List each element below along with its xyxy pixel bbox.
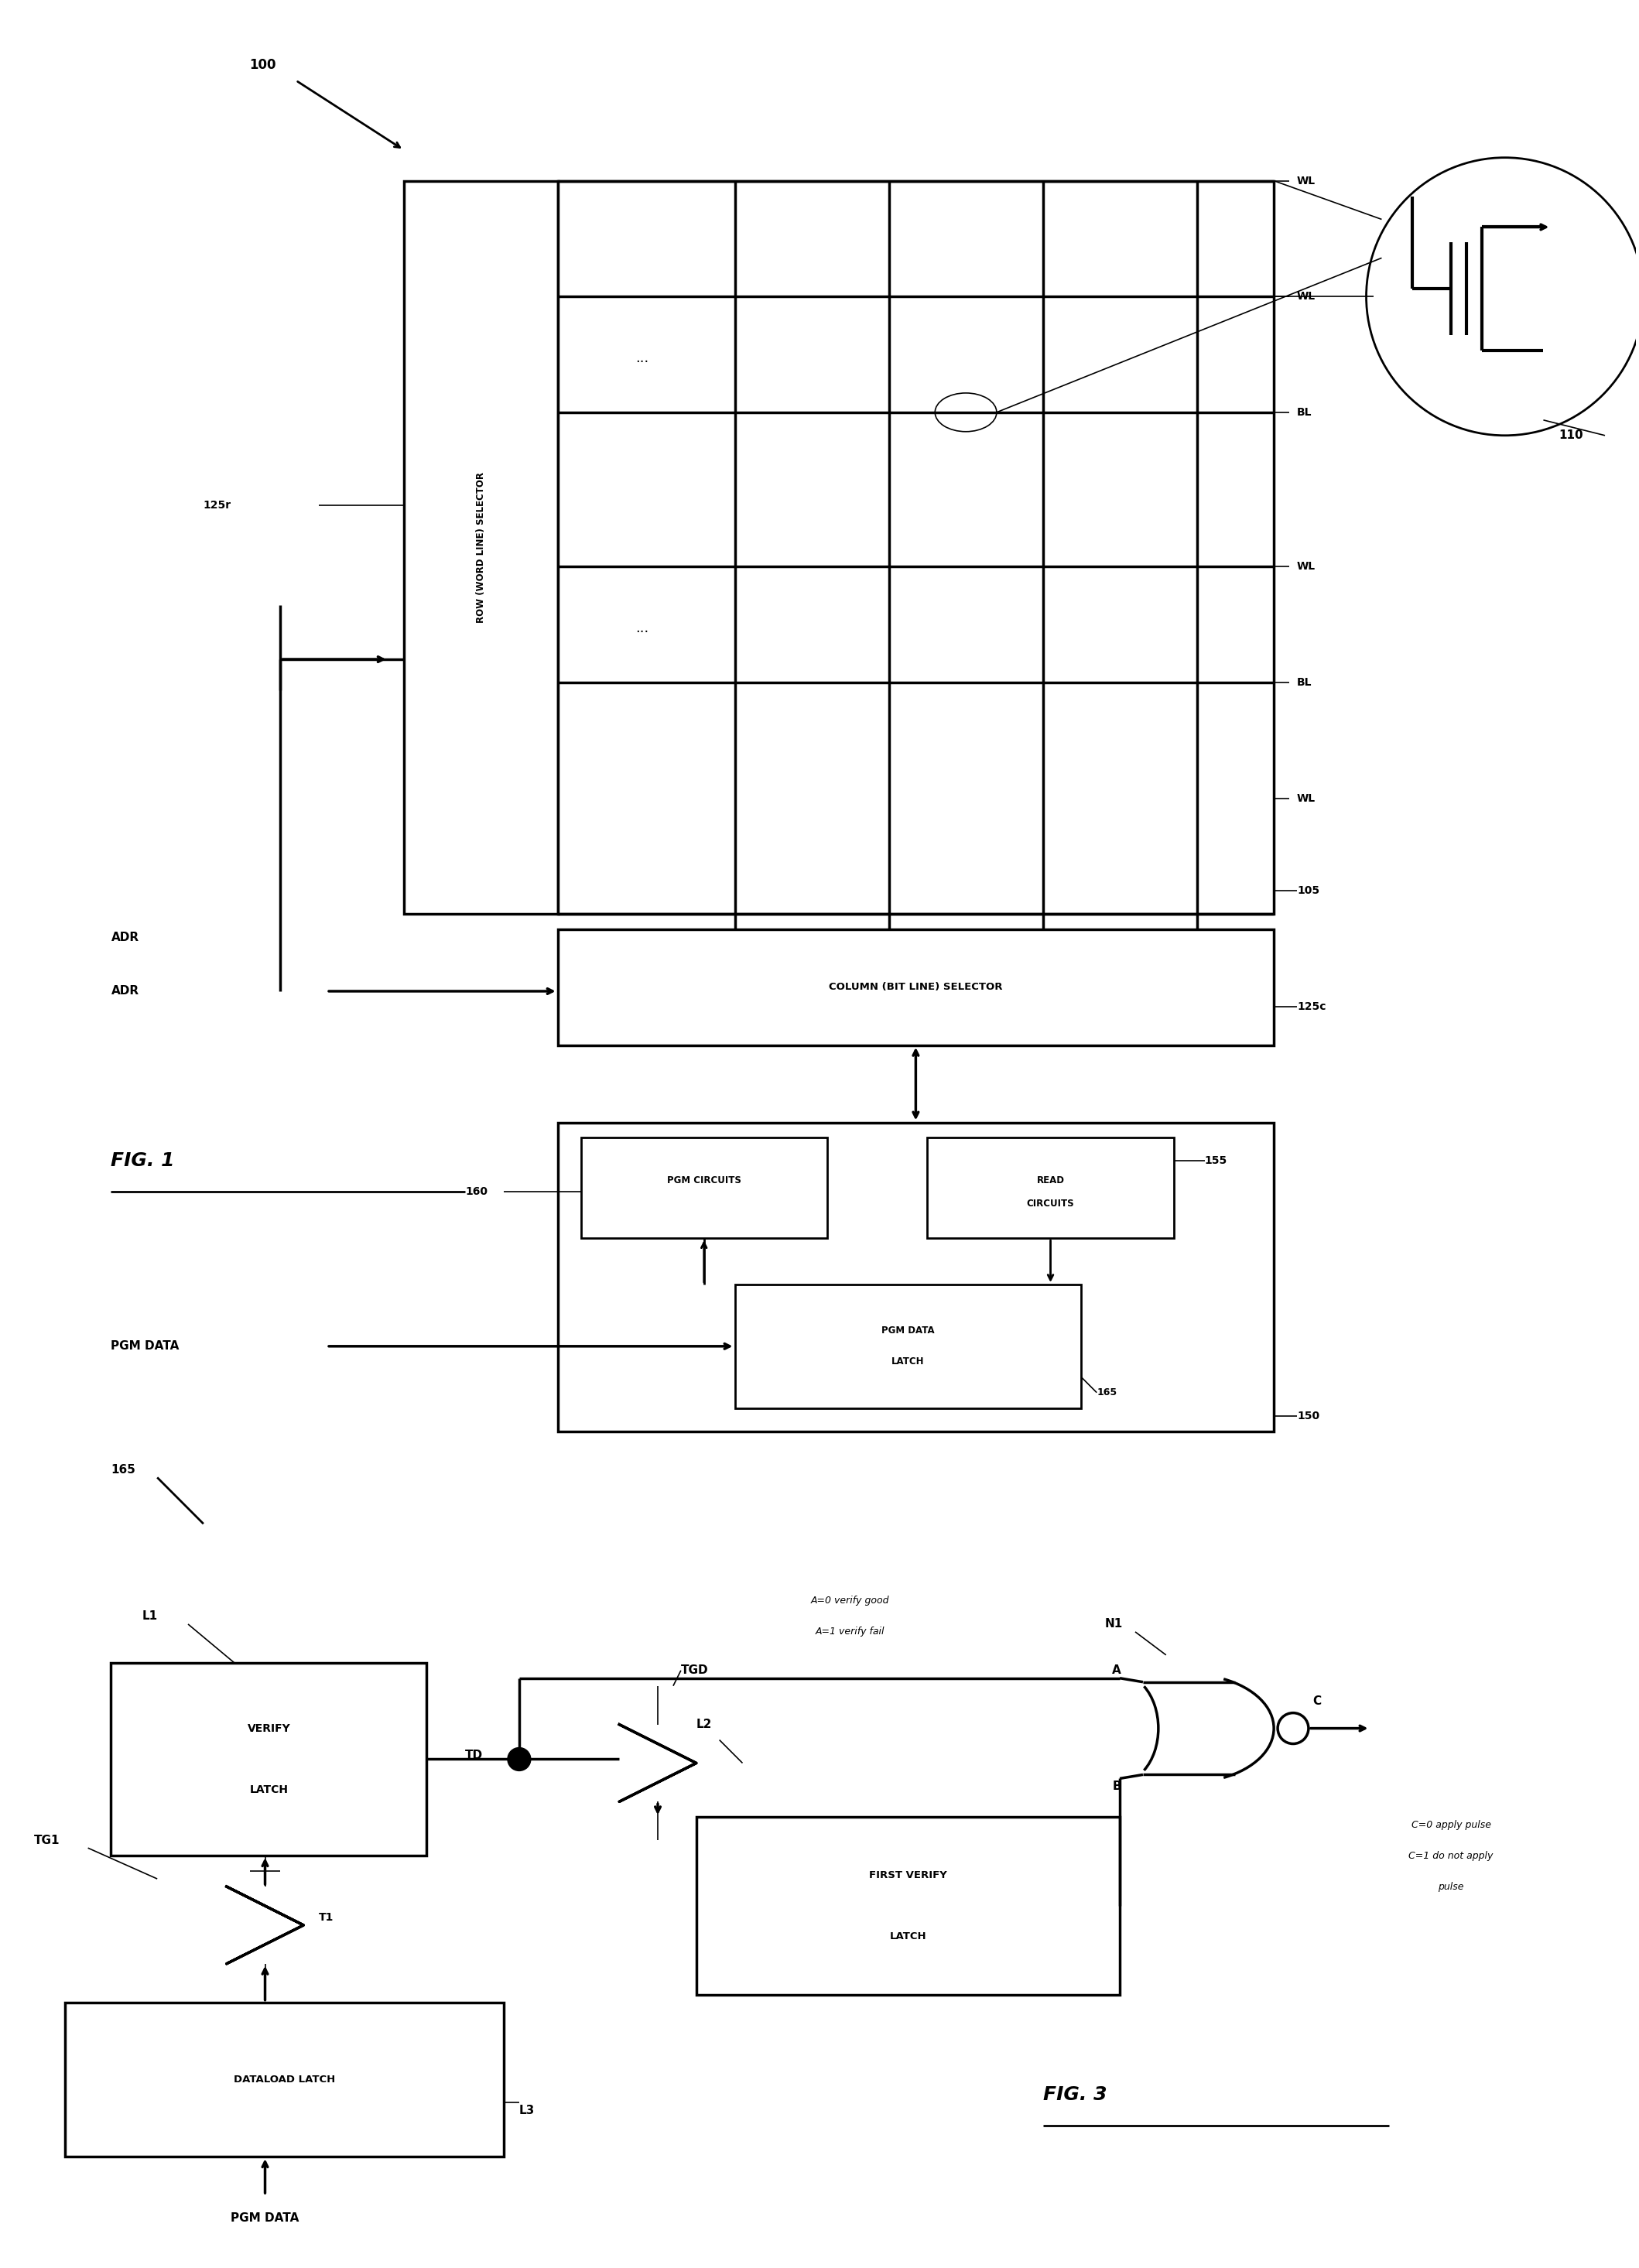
Text: TD: TD (465, 1749, 484, 1762)
Bar (111, 1662, 426, 1855)
Text: L1: L1 (143, 1610, 157, 1622)
Circle shape (508, 1749, 531, 1771)
Text: 125r: 125r (203, 499, 231, 510)
Text: PGM DATA: PGM DATA (111, 1340, 179, 1352)
Text: WL: WL (1296, 560, 1316, 572)
Text: ...: ... (636, 621, 649, 635)
Text: VERIFY: VERIFY (247, 1724, 290, 1733)
Text: ...: ... (636, 352, 649, 365)
Bar (580, 1139, 828, 1238)
Bar (557, 930, 1274, 1046)
Text: A: A (1113, 1665, 1121, 1676)
Bar (928, 1139, 1174, 1238)
Text: WL: WL (1296, 794, 1316, 803)
Text: FIG. 1: FIG. 1 (111, 1152, 175, 1170)
Text: 165: 165 (1096, 1388, 1116, 1397)
Bar (557, 1123, 1274, 1431)
Text: PGM DATA: PGM DATA (882, 1327, 934, 1336)
Text: 105: 105 (1296, 885, 1319, 896)
Text: 110: 110 (1559, 429, 1583, 442)
Text: FIG. 3: FIG. 3 (1042, 2087, 1106, 2105)
Text: 100: 100 (249, 59, 277, 73)
Text: C: C (1313, 1696, 1321, 1708)
Text: B: B (1113, 1780, 1121, 1792)
Bar (697, 1817, 1119, 1994)
Text: TGD: TGD (680, 1665, 708, 1676)
Text: PGM CIRCUITS: PGM CIRCUITS (667, 1175, 741, 1186)
Text: 160: 160 (465, 1186, 488, 1198)
Text: 125c: 125c (1296, 1000, 1326, 1012)
Text: ADR: ADR (111, 932, 139, 943)
Text: BL: BL (1296, 678, 1313, 687)
Text: A=0 verify good: A=0 verify good (811, 1597, 890, 1606)
Text: FIRST VERIFY: FIRST VERIFY (869, 1869, 947, 1880)
Text: C=1 do not apply: C=1 do not apply (1408, 1851, 1493, 1860)
Text: 155: 155 (1205, 1157, 1228, 1166)
Text: N1: N1 (1105, 1619, 1123, 1631)
Text: LATCH: LATCH (890, 1932, 926, 1941)
Bar (403, 181, 557, 914)
Text: BL: BL (1296, 406, 1313, 417)
Text: ADR: ADR (111, 984, 139, 998)
Text: 150: 150 (1296, 1411, 1319, 1422)
Text: DATALOAD LATCH: DATALOAD LATCH (233, 2075, 334, 2084)
Text: L3: L3 (520, 2105, 534, 2116)
Text: L2: L2 (697, 1719, 711, 1730)
Text: TG1: TG1 (34, 1835, 61, 1846)
Text: PGM DATA: PGM DATA (231, 2214, 300, 2225)
Text: 165: 165 (111, 1463, 136, 1476)
Text: A=1 verify fail: A=1 verify fail (816, 1626, 885, 1637)
Text: WL: WL (1296, 290, 1316, 302)
Text: pulse: pulse (1437, 1882, 1464, 1892)
Text: WL: WL (1296, 175, 1316, 186)
Text: READ: READ (1036, 1175, 1064, 1186)
Text: C=0 apply pulse: C=0 apply pulse (1411, 1819, 1491, 1830)
Text: LATCH: LATCH (249, 1785, 288, 1796)
Text: LATCH: LATCH (892, 1356, 924, 1368)
Bar (734, 1284, 1082, 1408)
Text: T1: T1 (320, 1912, 334, 1923)
Bar (66, 2003, 503, 2157)
Text: COLUMN (BIT LINE) SELECTOR: COLUMN (BIT LINE) SELECTOR (829, 982, 1003, 993)
Text: CIRCUITS: CIRCUITS (1026, 1198, 1075, 1209)
Bar (557, 181, 1274, 914)
Text: ROW (WORD LINE) SELECTOR: ROW (WORD LINE) SELECTOR (475, 472, 485, 624)
